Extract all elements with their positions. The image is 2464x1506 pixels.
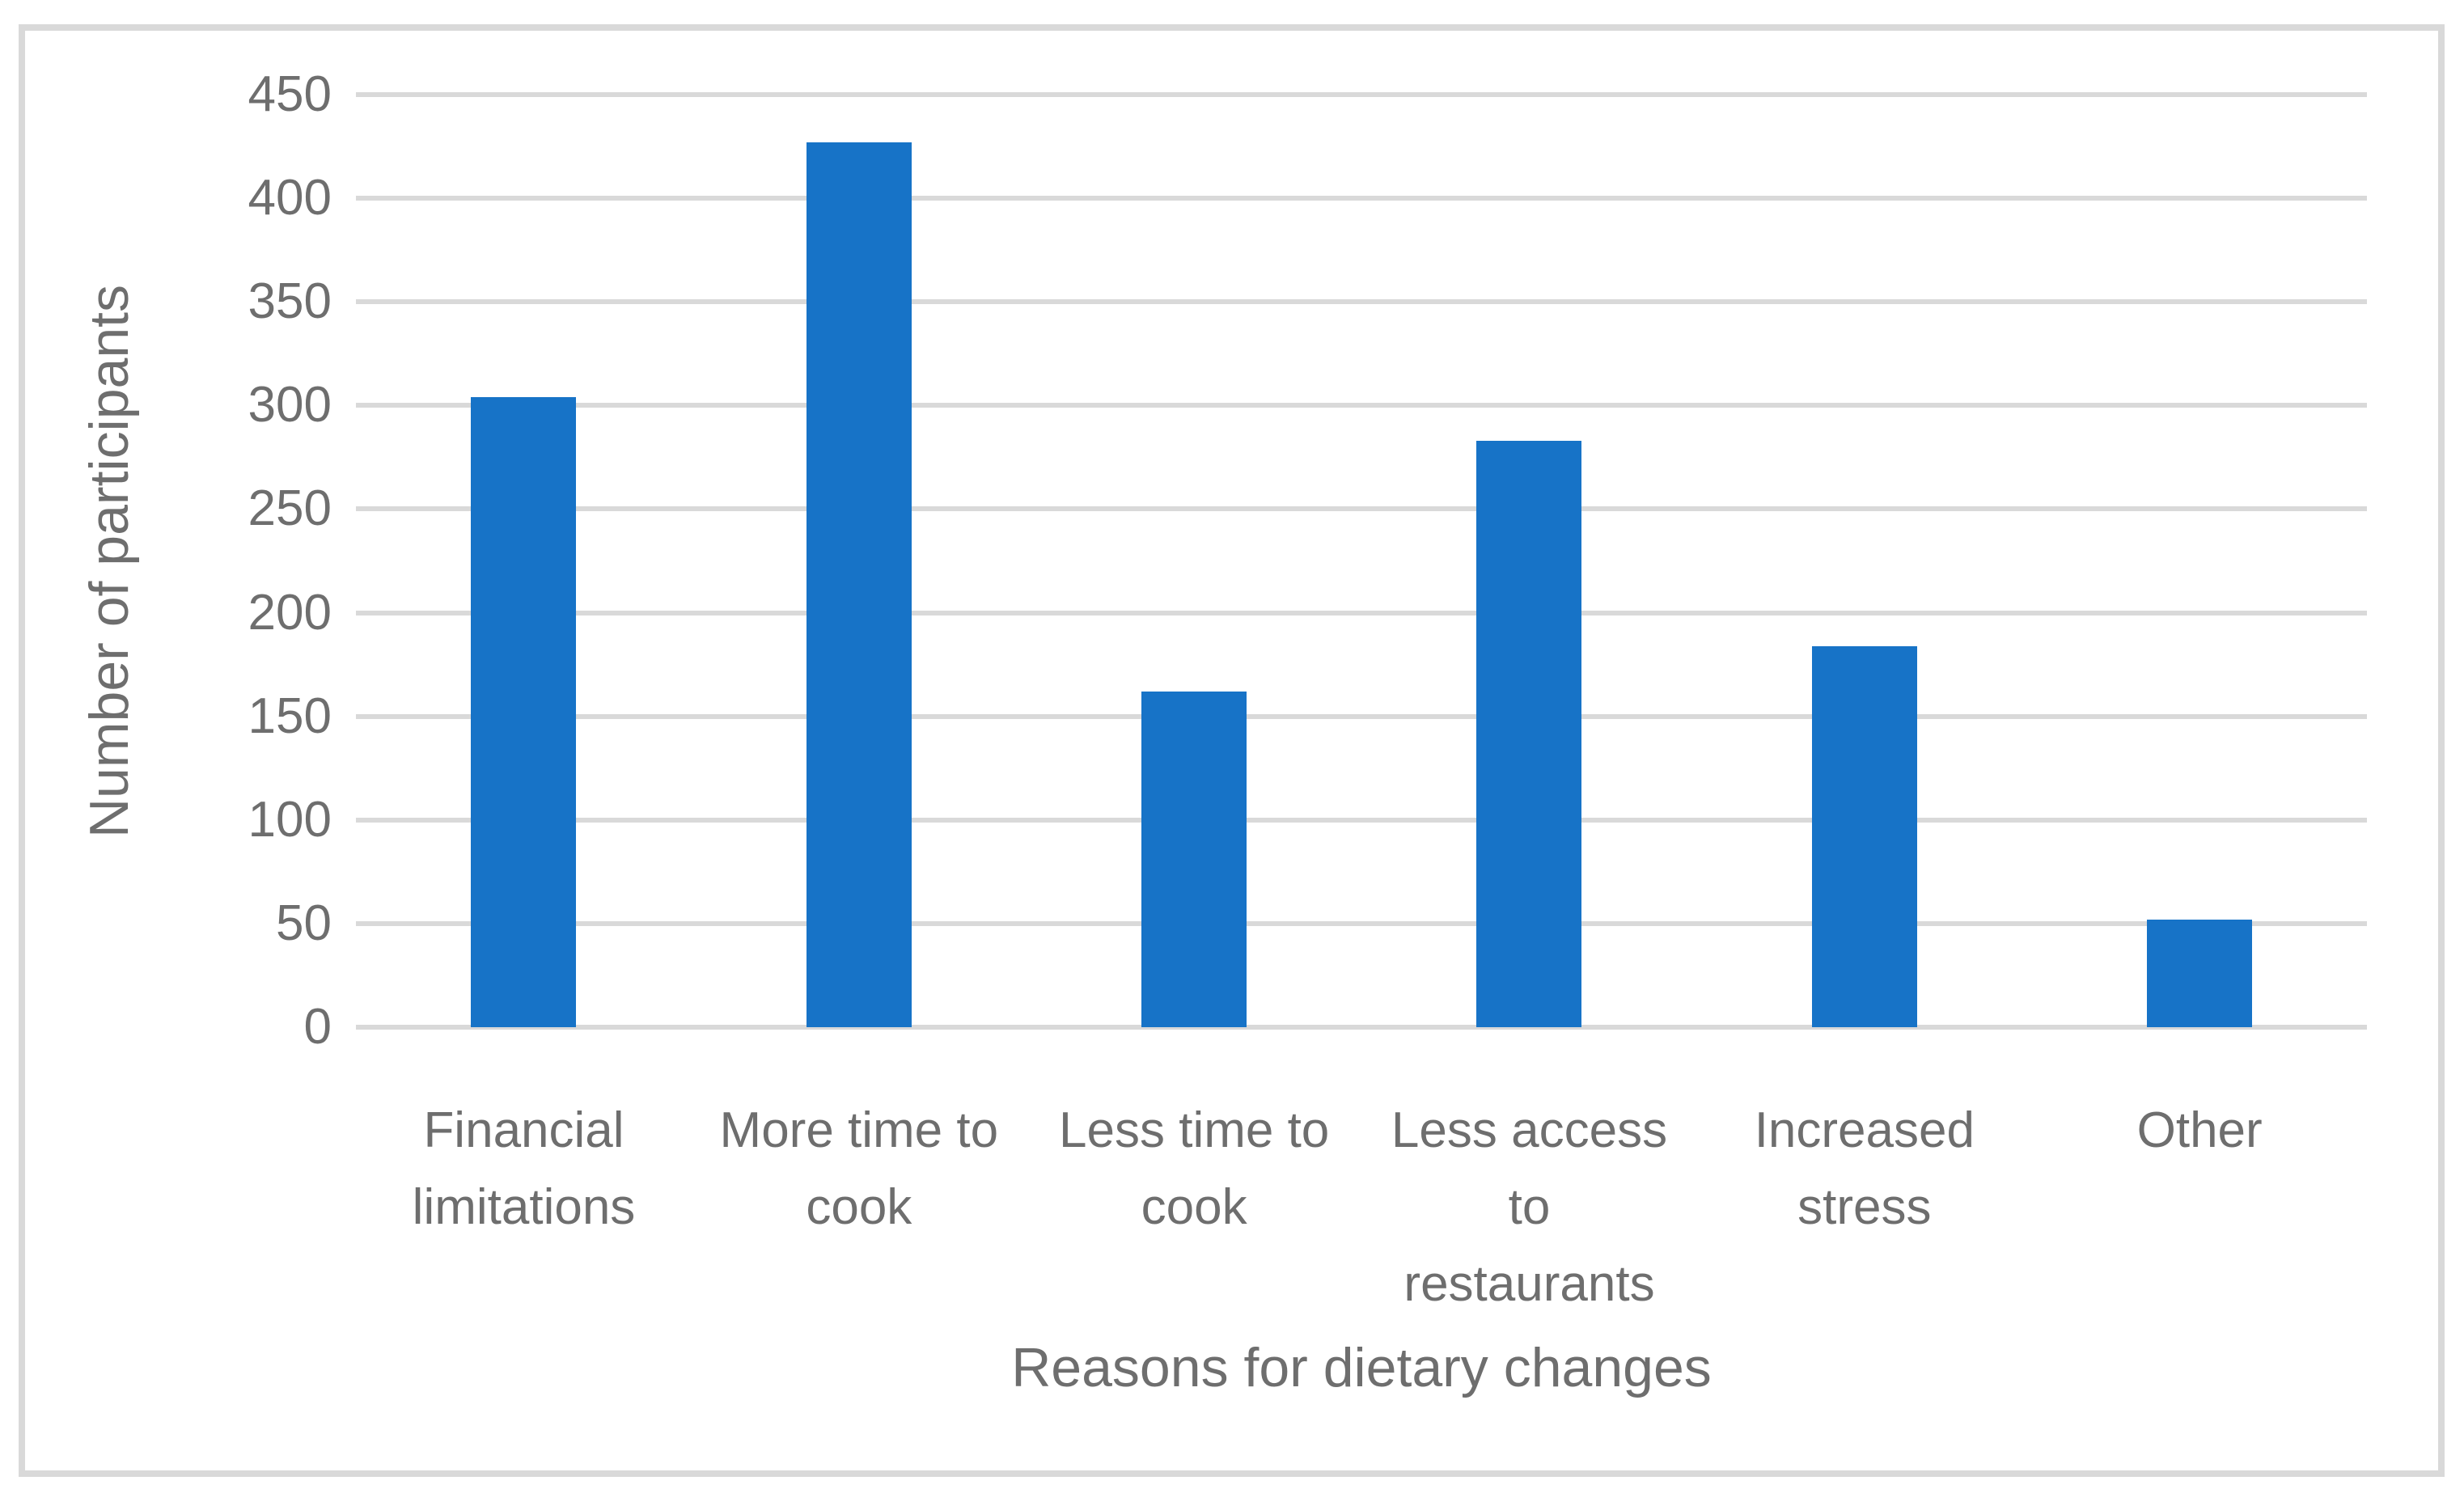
x-axis-title: Reasons for dietary changes [1011,1337,1712,1398]
gridline-y300 [356,403,2367,408]
x-category-label-less-access-to-restaurants: Less access to restaurants [1391,1102,1668,1312]
y-tick-label-350: 350 [248,273,332,330]
gridline-y150 [356,713,2367,719]
gridline-y50 [356,920,2367,926]
gridline-y250 [356,506,2367,512]
bar-other [2146,919,2252,1027]
x-category-label-financial-limitations: Financial limitations [412,1102,636,1235]
x-category-label-increased-stress: Increased stress [1754,1102,1975,1235]
gridline-y450 [356,92,2367,97]
y-tick-label-200: 200 [248,584,332,641]
y-tick-label-300: 300 [248,377,332,434]
y-axis-title-text: Number of participants [78,284,140,838]
x-category-label-other: Other [2136,1102,2263,1158]
y-tick-label-400: 400 [248,170,332,226]
plot-area [356,92,2367,1030]
gridline-y400 [356,196,2367,201]
gridline-y200 [356,610,2367,616]
gridline-y350 [356,299,2367,305]
y-tick-label-100: 100 [248,791,332,848]
gridline-y0 [356,1025,2367,1030]
x-category-label-more-time-to-cook: More time to cook [719,1102,999,1235]
y-tick-label-250: 250 [248,480,332,537]
bar-increased-stress [1811,645,1917,1027]
chart-border [19,24,2445,1477]
bar-more-time-to-cook [806,142,912,1027]
bar-less-time-to-cook [1141,691,1247,1027]
y-tick-label-50: 50 [276,895,332,951]
y-tick-label-450: 450 [248,66,332,122]
y-tick-label-0: 0 [303,999,332,1055]
gridline-y100 [356,817,2367,823]
bar-financial-limitations [471,397,577,1027]
bar-less-access-to-restaurants [1476,440,1582,1027]
x-category-label-less-time-to-cook: Less time to cook [1059,1102,1330,1235]
y-tick-label-150: 150 [248,687,332,744]
y-axis-title: Number of participants [49,95,170,1027]
